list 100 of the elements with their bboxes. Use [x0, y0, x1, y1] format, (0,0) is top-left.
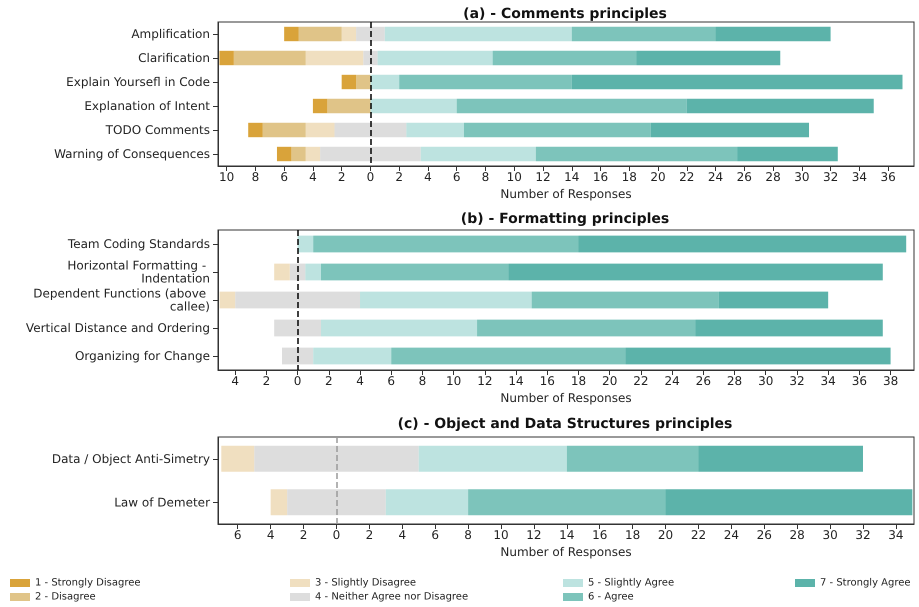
bar	[696, 320, 883, 336]
y-tick-label: Data / Object Anti-Simetry	[52, 452, 210, 466]
bar	[305, 264, 321, 280]
bar	[625, 348, 891, 364]
x-tick-label: 32	[789, 374, 805, 388]
x-tick-label: 30	[822, 528, 838, 542]
x-tick-label: 18	[625, 528, 640, 542]
x-tick-label: 12	[477, 374, 492, 388]
x-tick-label: 4	[356, 374, 364, 388]
bar	[572, 74, 902, 90]
x-tick-label: 34	[820, 374, 836, 388]
x-tick-label: 32	[855, 528, 871, 542]
x-tick-label: 10	[218, 170, 234, 184]
bar	[298, 26, 342, 42]
x-tick-label: 4	[231, 374, 239, 388]
x-tick-label: 8	[418, 374, 426, 388]
bar	[291, 146, 306, 162]
x-tick-label: 28	[726, 374, 742, 388]
x-tick-label: 26	[736, 170, 752, 184]
bar	[274, 264, 290, 280]
y-tick-label: Dependent Functions (above callee)	[33, 286, 210, 314]
bar	[572, 26, 716, 42]
bar	[262, 122, 306, 138]
x-tick-label: 34	[852, 170, 867, 184]
x-tick-label: 20	[658, 528, 674, 542]
bar	[220, 292, 236, 308]
x-tick-label: 6	[431, 528, 440, 542]
bar	[284, 26, 299, 42]
bar	[420, 146, 536, 162]
x-tick-label: 4	[424, 170, 432, 184]
legend-label: 6 - Agree	[588, 592, 634, 602]
y-tick-label: Clarification	[138, 51, 210, 65]
x-tick-label: 20	[602, 374, 618, 388]
x-tick-label: 32	[822, 170, 838, 184]
bar	[578, 236, 906, 252]
bar	[221, 446, 254, 472]
x-tick-label: 10	[506, 170, 522, 184]
x-tick-label: 20	[650, 170, 666, 184]
x-tick-label: 38	[882, 374, 898, 388]
bar	[342, 74, 356, 90]
x-tick-label: 2	[338, 170, 346, 184]
bar	[384, 26, 572, 42]
chart-title: (b) - Formatting principles	[460, 211, 670, 227]
bar	[234, 50, 306, 66]
x-tick-label: 18	[570, 374, 586, 388]
x-tick-label: 34	[888, 528, 904, 542]
x-tick-label: 12	[535, 170, 551, 184]
bar	[306, 146, 320, 162]
bar	[356, 74, 370, 90]
x-tick-label: 14	[559, 528, 574, 542]
bar	[306, 122, 334, 138]
bar	[370, 74, 400, 90]
bar	[636, 50, 780, 66]
bar	[342, 26, 356, 42]
bar	[650, 122, 810, 138]
x-tick-label: 36	[880, 170, 896, 184]
bar	[327, 98, 370, 114]
bar	[536, 146, 738, 162]
bar	[360, 292, 532, 308]
bar	[716, 26, 831, 42]
legend-label: 3 - Slightly Disagree	[315, 578, 416, 588]
bar	[391, 348, 626, 364]
bar	[737, 146, 838, 162]
x-tick-label: 26	[696, 374, 711, 388]
y-tick-label: Explanation of Intent	[84, 99, 210, 113]
bar	[698, 446, 863, 472]
x-tick-label: 10	[493, 528, 509, 542]
x-tick-label: 12	[526, 528, 542, 542]
bar	[468, 489, 666, 516]
bar	[464, 122, 651, 138]
x-tick-label: 6	[280, 170, 288, 184]
bar	[399, 74, 572, 90]
bar	[248, 122, 263, 138]
x-tick-label: 22	[633, 374, 649, 388]
x-tick-label: 0	[294, 374, 302, 388]
bar	[298, 236, 314, 252]
y-tick-label: Law of Demeter	[114, 495, 210, 510]
y-tick-label: Warning of Consequences	[54, 147, 210, 161]
bar	[270, 489, 288, 516]
x-tick-label: 16	[540, 374, 555, 388]
x-tick-label: 8	[464, 528, 472, 542]
bar	[718, 292, 828, 308]
x-axis-title: Number of Responses	[500, 545, 632, 559]
legend-label: 4 - Neither Agree nor Disagree	[315, 592, 468, 602]
x-tick-label: 14	[508, 374, 524, 388]
bar	[666, 489, 912, 516]
x-tick-label: 8	[252, 170, 260, 184]
x-tick-label: 8	[482, 170, 490, 184]
x-tick-label: 16	[592, 170, 608, 184]
bar	[477, 320, 696, 336]
x-tick-label: 4	[266, 528, 274, 542]
x-tick-label: 28	[765, 170, 781, 184]
x-tick-label: 24	[664, 374, 680, 388]
bar	[406, 122, 464, 138]
bar	[508, 264, 883, 280]
x-tick-label: 4	[309, 170, 317, 184]
x-tick-label: 36	[852, 374, 868, 388]
y-tick-label: Vertical Distance and Ordering	[26, 321, 210, 335]
y-tick-label: TODO Comments	[104, 123, 210, 137]
bar	[566, 446, 698, 472]
